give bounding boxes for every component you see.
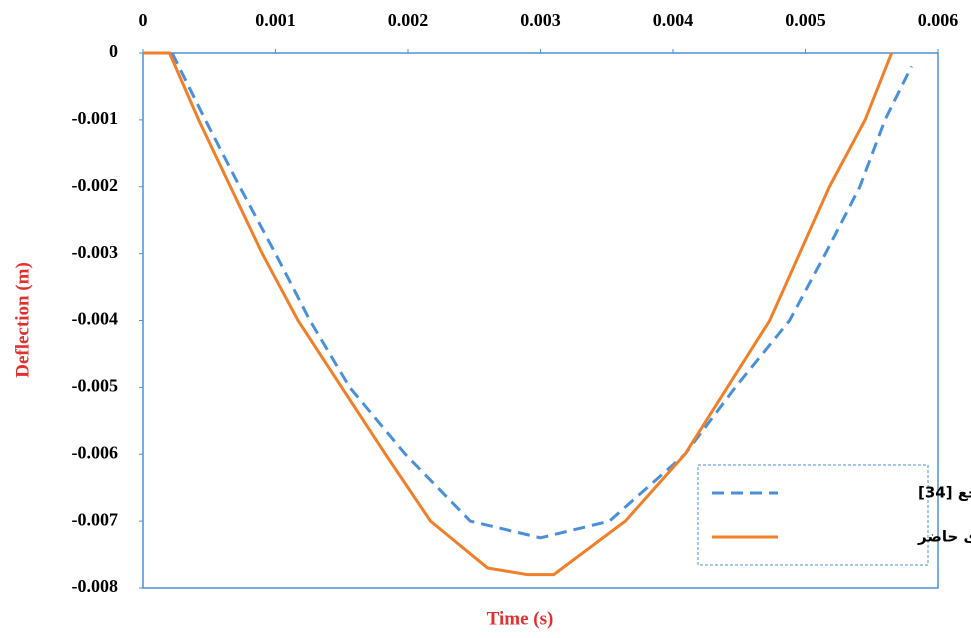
x-tick-label: 0.002 [388, 10, 429, 30]
y-tick-label: -0.004 [72, 309, 119, 329]
y-tick-label: -0.001 [72, 108, 119, 128]
y-tick-label: -0.006 [72, 442, 119, 462]
y-tick-label: -0.003 [72, 242, 119, 262]
y-tick-label: -0.002 [72, 175, 119, 195]
x-axis-title: Time (s) [487, 608, 554, 629]
x-tick-label: 0.001 [255, 10, 296, 30]
y-tick-label: 0 [109, 41, 118, 61]
x-tick-label: 0.005 [785, 10, 826, 30]
y-tick-label: -0.008 [72, 576, 119, 596]
legend-box [697, 464, 929, 566]
legend-label: شبیه سازی حاضر [917, 528, 971, 546]
x-tick-label: 0.006 [918, 10, 959, 30]
y-tick-label: -0.005 [72, 376, 119, 396]
x-tick-label: 0 [139, 10, 148, 30]
legend: مرجع [34] شبیه سازی حاضر [697, 464, 971, 566]
legend-label: مرجع [34] [918, 484, 971, 502]
x-tick-label: 0.004 [653, 10, 694, 30]
series-line [170, 52, 913, 540]
series-line [143, 51, 894, 577]
x-tick-label: 0.003 [520, 10, 561, 30]
y-tick-label: -0.007 [72, 509, 119, 529]
y-axis-title: Deflection (m) [12, 262, 33, 378]
